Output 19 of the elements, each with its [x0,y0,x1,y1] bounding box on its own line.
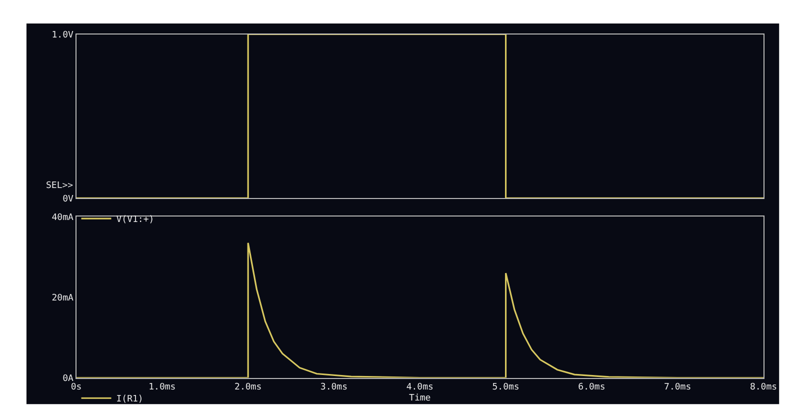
x-tick-label: 3.0ms [320,382,348,393]
y-tick-label: 0A [62,374,74,384]
x-axis-title: Time [409,393,431,404]
x-tick-label: 4.0ms [406,382,434,393]
y-tick-label: 40mA [52,212,74,223]
y-tick-label: 1.0V [52,30,74,40]
x-tick-label: 7.0ms [664,382,692,393]
x-tick-label: 6.0ms [578,382,606,393]
legend-label: I(R1) [116,394,144,405]
x-tick-label: 8.0ms [750,382,778,393]
text: SEL>> [46,181,74,191]
legend-label: V(V1:+) [116,215,154,226]
line-series [76,242,764,378]
x-tick-label: 2.0ms [234,382,262,393]
y-tick-label: 0V [62,194,74,204]
x-tick-label: 1.0ms [148,382,176,393]
x-tick-label: 0s [70,382,82,393]
x-tick-label: 5.0ms [492,382,520,393]
y-tick-label: 20mA [52,293,74,304]
